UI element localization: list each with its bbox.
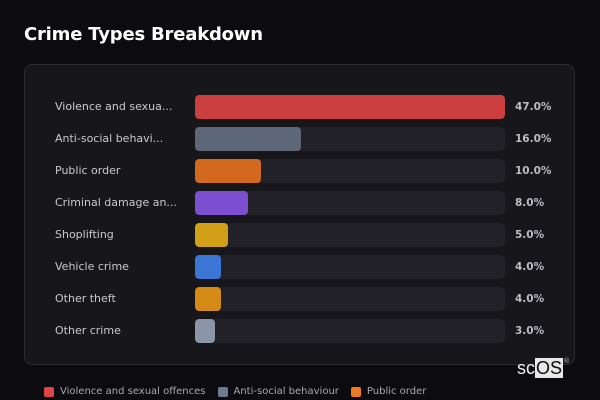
bar-track	[195, 287, 505, 311]
bar-fill[interactable]	[195, 319, 215, 343]
legend-label: Anti-social behaviour	[233, 386, 339, 397]
bar-row: Vehicle crime 4.0%	[25, 255, 574, 279]
logo-text-sc: sc	[517, 358, 535, 378]
bar-value: 4.0%	[515, 261, 545, 273]
bar-label: Other crime	[55, 324, 121, 337]
bar-value: 8.0%	[515, 197, 545, 209]
chart-title: Crime Types Breakdown	[24, 24, 263, 45]
bar-value: 5.0%	[515, 229, 545, 241]
bar-track	[195, 191, 505, 215]
registered-mark: ®	[564, 358, 570, 365]
legend-item[interactable]: Anti-social behaviour	[217, 386, 339, 397]
legend-label: Violence and sexual offences	[60, 386, 206, 397]
bar-row: Other crime 3.0%	[25, 319, 574, 343]
watermark-logo: sc OS ®	[517, 358, 569, 379]
bar-value: 3.0%	[515, 325, 545, 337]
legend-swatch-icon	[350, 386, 361, 397]
bar-row: Other theft 4.0%	[25, 287, 574, 311]
bar-label: Other theft	[55, 292, 116, 305]
logo-text-os: OS	[535, 358, 564, 378]
legend-item[interactable]: Public order	[350, 386, 427, 397]
bar-track	[195, 255, 505, 279]
chart-legend: Violence and sexual offences Anti-social …	[44, 386, 426, 397]
bar-track	[195, 223, 505, 247]
bar-value: 16.0%	[515, 133, 552, 145]
bar-value: 10.0%	[515, 165, 552, 177]
bar-fill[interactable]	[195, 159, 261, 183]
bar-fill[interactable]	[195, 255, 221, 279]
bar-track	[195, 159, 505, 183]
bar-row: Public order 10.0%	[25, 159, 574, 183]
bar-label: Criminal damage an...	[55, 196, 177, 209]
bar-track	[195, 319, 505, 343]
legend-label: Public order	[366, 386, 427, 397]
legend-item[interactable]: Violence and sexual offences	[44, 386, 206, 397]
bar-label: Public order	[55, 164, 121, 177]
bar-fill[interactable]	[195, 191, 248, 215]
bar-row: Anti-social behavi... 16.0%	[25, 127, 574, 151]
bar-row: Criminal damage an... 8.0%	[25, 191, 574, 215]
bar-label: Violence and sexua...	[55, 100, 173, 113]
bar-fill[interactable]	[195, 223, 228, 247]
bar-value: 47.0%	[515, 101, 552, 113]
bar-track	[195, 127, 505, 151]
bar-track	[195, 95, 505, 119]
bar-fill[interactable]	[195, 95, 505, 119]
bar-label: Anti-social behavi...	[55, 132, 164, 145]
bar-fill[interactable]	[195, 287, 221, 311]
chart-card: Violence and sexua... 47.0% Anti-social be…	[24, 64, 575, 365]
legend-swatch-icon	[44, 386, 54, 397]
legend-swatch-icon	[217, 386, 228, 397]
bar-fill[interactable]	[195, 127, 301, 151]
bar-row: Shoplifting 5.0%	[25, 223, 574, 247]
bar-label: Vehicle crime	[55, 260, 129, 273]
bar-label: Shoplifting	[55, 228, 114, 241]
bar-row: Violence and sexua... 47.0%	[25, 95, 574, 119]
bar-value: 4.0%	[515, 293, 545, 305]
